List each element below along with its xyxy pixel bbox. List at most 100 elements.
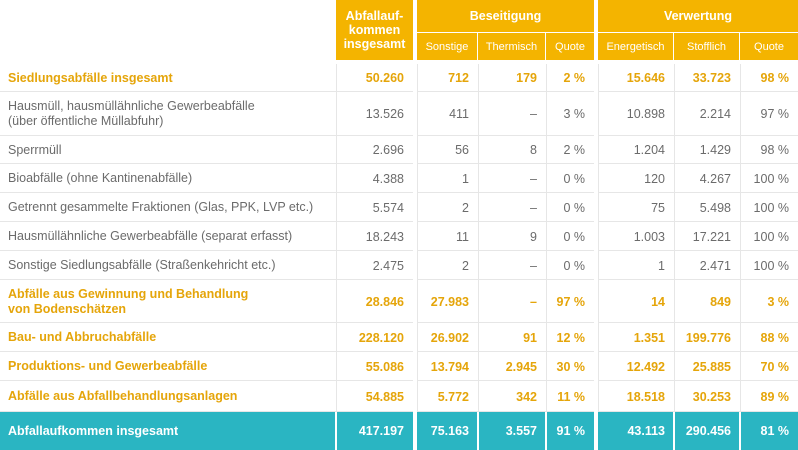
row-divider [0, 279, 798, 280]
cell-stofflich: 2.471 [699, 258, 731, 273]
header-divider [417, 32, 798, 33]
cell-thermisch: 179 [516, 71, 537, 85]
cell-total: 5.574 [372, 200, 404, 215]
row-label: Bioabfälle (ohne Kantinenabfälle) [8, 171, 193, 185]
row-label: Hausmüllähnliche Gewerbeabfälle (separat… [8, 229, 293, 243]
cell-stofflich: 849 [710, 294, 731, 309]
row-label: Abfälle aus Abfallbehandlungsanlagen [8, 389, 238, 403]
cell-energetisch: 14 [651, 294, 665, 309]
row-divider [0, 135, 798, 136]
row-divider [0, 91, 798, 92]
cell-quote1: 12 % [556, 330, 586, 345]
cell-total: 2.696 [372, 143, 404, 157]
total-cell-total: 417.197 [336, 412, 413, 450]
total-row-separator [739, 412, 741, 450]
cell-quote1: 30 % [556, 359, 586, 374]
cell-sonstige: 13.794 [430, 359, 469, 374]
header-total-column: Abfallauf-kommen insgesamt [336, 0, 413, 60]
subheader-separator [739, 33, 740, 60]
cell-energetisch: 12.492 [626, 359, 665, 374]
cell-total: 228.120 [358, 330, 404, 345]
cell-quote1: 3 % [563, 107, 585, 121]
row-label: Hausmüll, hausmüllähnliche Gewerbeabfäll… [8, 99, 255, 128]
cell-quote2: 70 % [760, 359, 790, 374]
cell-thermisch: 2.945 [505, 359, 537, 374]
column-divider [417, 64, 418, 412]
cell-energetisch: 1.351 [633, 330, 665, 345]
cell-thermisch: 342 [516, 389, 537, 404]
cell-stofflich: 25.885 [692, 359, 731, 374]
cell-total: 54.885 [365, 389, 404, 404]
cell-total: 18.243 [365, 229, 404, 244]
cell-energetisch: 10.898 [626, 107, 665, 121]
subheader-separator [545, 33, 546, 60]
cell-thermisch: – [530, 258, 537, 273]
header-group-recovery: Verwertung [598, 0, 798, 32]
header-sub-thermisch: Thermisch [478, 33, 545, 60]
header-sub-energetisch: Energetisch [598, 33, 673, 60]
cell-total: 50.260 [365, 71, 404, 85]
row-divider [0, 411, 798, 412]
row-label: Sonstige Siedlungsabfälle (Straßenkehric… [8, 258, 276, 272]
cell-sonstige: 11 [456, 229, 469, 244]
row-divider [0, 250, 798, 251]
cell-energetisch: 1 [658, 258, 665, 273]
subheader-separator [673, 33, 674, 60]
cell-thermisch: 91 [523, 330, 537, 345]
cell-quote2: 100 % [753, 200, 789, 215]
cell-quote2: 100 % [753, 171, 789, 186]
row-label: Produktions- und Gewerbeabfälle [8, 359, 208, 373]
total-cell-energetisch: 43.113 [598, 412, 674, 450]
column-divider [336, 64, 337, 412]
row-divider [0, 192, 798, 193]
header-group-disposal: Beseitigung [417, 0, 594, 32]
cell-energetisch: 75 [651, 200, 665, 215]
cell-sonstige: 712 [448, 71, 469, 85]
cell-thermisch: – [530, 200, 537, 215]
header-sub-quote2: Quote [740, 33, 798, 60]
cell-quote2: 88 % [760, 330, 790, 345]
cell-quote2: 89 % [760, 389, 790, 404]
total-cell-thermisch: 3.557 [478, 412, 546, 450]
cell-sonstige: 5.772 [437, 389, 469, 404]
cell-energetisch: 1.204 [633, 143, 665, 157]
cell-thermisch: 9 [530, 229, 537, 244]
row-divider [0, 221, 798, 222]
cell-energetisch: 15.646 [626, 71, 665, 85]
cell-sonstige: 56 [455, 143, 469, 157]
cell-total: 55.086 [365, 359, 404, 374]
cell-thermisch: 8 [530, 143, 537, 157]
row-label: Sperrmüll [8, 142, 62, 157]
cell-quote1: 97 % [556, 294, 586, 309]
cell-quote1: 2 % [563, 71, 585, 85]
cell-quote1: 0 % [563, 258, 585, 273]
cell-sonstige: 411 [449, 107, 469, 121]
row-divider [0, 380, 798, 381]
cell-quote2: 98 % [760, 71, 790, 85]
row-label: Bau- und Abbruchabfälle [8, 330, 157, 344]
column-divider [598, 64, 599, 412]
cell-quote1: 2 % [563, 143, 585, 157]
column-divider [546, 64, 547, 412]
cell-sonstige: 27.983 [430, 294, 469, 309]
total-row-label: Abfallaufkommen insgesamt [0, 412, 336, 450]
cell-quote2: 100 % [753, 229, 789, 244]
cell-thermisch: – [530, 107, 537, 121]
total-cell-quote1: 91 % [546, 412, 594, 450]
column-divider [740, 64, 741, 412]
cell-sonstige: 1 [462, 171, 469, 186]
cell-total: 2.475 [372, 258, 404, 273]
total-row-separator [477, 412, 479, 450]
subheader-separator [477, 33, 478, 60]
cell-stofflich: 17.221 [692, 229, 731, 244]
header-sub-stofflich: Stofflich [674, 33, 739, 60]
column-divider [674, 64, 675, 412]
cell-quote1: 11 % [557, 389, 585, 404]
cell-quote1: 0 % [563, 171, 585, 186]
cell-energetisch: 120 [644, 171, 665, 186]
header-sub-quote1: Quote [546, 33, 594, 60]
cell-energetisch: 1.003 [633, 229, 665, 244]
cell-total: 28.846 [365, 294, 404, 309]
row-label: Getrennt gesammelte Fraktionen (Glas, PP… [8, 200, 314, 214]
